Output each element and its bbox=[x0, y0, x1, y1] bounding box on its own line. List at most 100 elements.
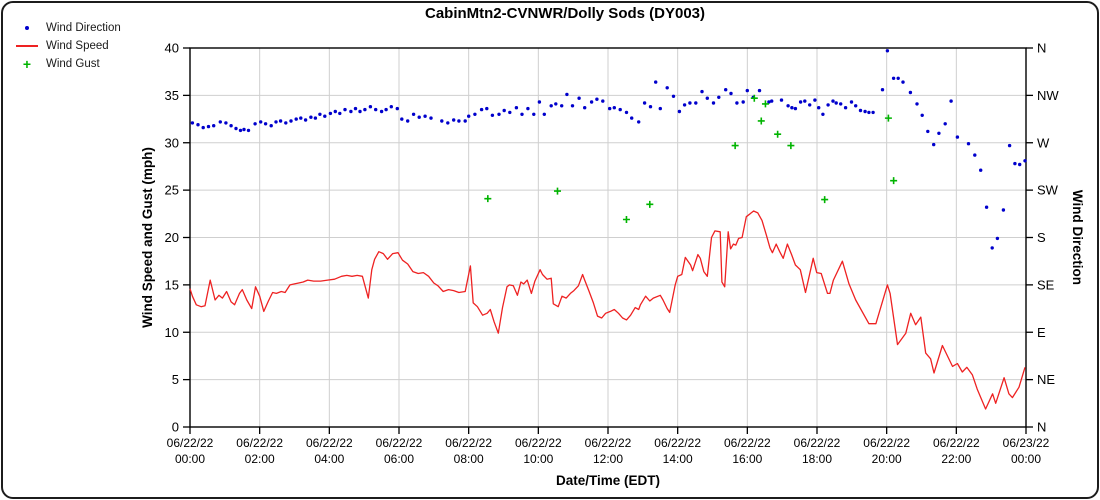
wind-direction-point bbox=[937, 131, 941, 135]
wind-direction-point bbox=[323, 114, 327, 118]
wind-direction-point bbox=[711, 101, 716, 105]
wind-direction-point bbox=[363, 107, 367, 112]
wind-gust-marker bbox=[553, 187, 561, 195]
wind-direction-point bbox=[224, 121, 228, 125]
y-right-tick-label: N bbox=[1037, 420, 1046, 435]
wind-direction-point bbox=[196, 123, 200, 127]
x-tick-date-label: 06/22/22 bbox=[236, 436, 283, 450]
x-tick-date-label: 06/23/22 bbox=[1003, 436, 1050, 450]
wind-direction-point bbox=[757, 88, 762, 93]
wind-direction-point bbox=[1001, 208, 1006, 212]
wind-direction-point bbox=[589, 100, 594, 104]
wind-direction-point bbox=[242, 127, 246, 132]
x-tick-time-label: 18:00 bbox=[802, 452, 832, 466]
wind-direction-point bbox=[395, 106, 399, 111]
wind-direction-point bbox=[278, 119, 283, 123]
y-left-tick-label: 0 bbox=[172, 420, 179, 435]
x-tick-time-label: 00:00 bbox=[175, 452, 205, 466]
wind-direction-point bbox=[863, 109, 867, 114]
y-left-tick-label: 15 bbox=[165, 277, 179, 292]
wind-direction-point bbox=[246, 128, 251, 133]
wind-direction-point bbox=[479, 107, 484, 112]
x-tick-time-label: 08:00 bbox=[454, 452, 484, 466]
wind-direction-point bbox=[429, 116, 433, 120]
wind-direction-point bbox=[612, 106, 616, 110]
y-left-axis-title: Wind Speed and Gust (mph) bbox=[140, 147, 155, 328]
wind-direction-point bbox=[349, 109, 353, 114]
wind-direction-point bbox=[817, 106, 821, 110]
wind-direction-point bbox=[514, 106, 519, 110]
wind-direction-point bbox=[423, 114, 427, 118]
wind-direction-point bbox=[457, 119, 461, 123]
wind-direction-point bbox=[995, 236, 1000, 241]
wind-direction-point bbox=[658, 106, 662, 111]
wind-direction-point bbox=[554, 102, 558, 106]
wind-direction-point bbox=[955, 135, 960, 139]
wind-direction-point bbox=[467, 114, 471, 118]
wind-direction-point bbox=[374, 107, 378, 112]
wind-direction-point bbox=[309, 115, 313, 119]
wind-direction-point bbox=[843, 106, 848, 110]
wind-direction-point bbox=[289, 119, 293, 123]
wind-direction-point bbox=[990, 246, 994, 250]
y-left-tick-label: 10 bbox=[165, 325, 179, 340]
wind-direction-point bbox=[463, 119, 467, 123]
wind-gust-marker bbox=[750, 94, 758, 102]
wind-gust-plus-icon: + bbox=[22, 56, 32, 72]
wind-direction-point bbox=[218, 120, 222, 124]
x-tick-date-label: 06/22/22 bbox=[306, 436, 353, 450]
wind-direction-point bbox=[803, 99, 807, 103]
wind-direction-point bbox=[303, 118, 308, 122]
wind-speed-line bbox=[189, 210, 1026, 410]
y-right-tick-label: W bbox=[1037, 135, 1050, 150]
wind-direction-point bbox=[229, 124, 233, 128]
wind-gust-marker bbox=[622, 215, 630, 223]
x-tick-time-label: 06:00 bbox=[384, 452, 414, 466]
wind-direction-point bbox=[502, 108, 506, 113]
wind-direction-point bbox=[253, 122, 257, 126]
wind-direction-point bbox=[343, 107, 347, 112]
wind-direction-point bbox=[943, 122, 947, 126]
x-tick-time-label: 04:00 bbox=[314, 452, 344, 466]
wind-direction-point bbox=[790, 106, 794, 110]
wind-direction-point bbox=[406, 119, 410, 123]
wind-direction-point bbox=[1007, 143, 1012, 148]
legend-item-wind-speed: Wind Speed bbox=[14, 37, 121, 55]
wind-direction-point bbox=[1023, 159, 1027, 163]
wind-direction-point bbox=[826, 103, 830, 107]
y-left-tick-label: 5 bbox=[172, 372, 179, 387]
wind-direction-point bbox=[821, 112, 825, 117]
x-tick-time-label: 14:00 bbox=[663, 452, 693, 466]
x-tick-date-label: 06/22/22 bbox=[376, 436, 423, 450]
wind-direction-point bbox=[867, 110, 871, 115]
wind-direction-point bbox=[770, 99, 774, 103]
wind-direction-point bbox=[700, 89, 704, 94]
wind-direction-point bbox=[642, 101, 647, 105]
x-tick-time-label: 10:00 bbox=[523, 452, 553, 466]
wind-gust-marker bbox=[890, 177, 898, 185]
wind-gust-marker bbox=[731, 142, 739, 150]
y-right-tick-label: SE bbox=[1037, 277, 1055, 292]
y-right-tick-label: NE bbox=[1037, 372, 1055, 387]
wind-direction-point bbox=[490, 113, 495, 118]
x-tick-time-label: 16:00 bbox=[732, 452, 762, 466]
wind-direction-point bbox=[741, 100, 745, 104]
wind-direction-point bbox=[577, 96, 581, 100]
wind-direction-point bbox=[353, 106, 358, 111]
wind-gust-marker bbox=[757, 117, 765, 125]
x-axis-title: Date/Time (EDT) bbox=[556, 473, 660, 488]
wind-direction-point bbox=[908, 90, 913, 95]
wind-direction-point bbox=[973, 153, 977, 157]
legend-label: Wind Gust bbox=[46, 58, 100, 70]
legend-item-wind-direction: Wind Direction bbox=[14, 19, 121, 37]
wind-direction-point bbox=[654, 80, 658, 84]
wind-gust-marker bbox=[774, 130, 782, 138]
wind-direction-point bbox=[485, 106, 489, 111]
wind-direction-point bbox=[705, 96, 709, 100]
wind-direction-point bbox=[839, 102, 843, 106]
wind-direction-point bbox=[565, 92, 569, 97]
wind-direction-point bbox=[717, 95, 721, 100]
wind-direction-point bbox=[682, 103, 687, 107]
wind-direction-point bbox=[274, 120, 278, 124]
